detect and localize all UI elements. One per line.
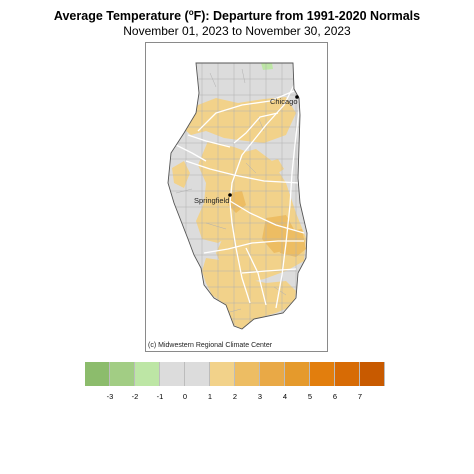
legend-tick-label: 3 (257, 392, 263, 401)
legend-swatch-10 (310, 362, 335, 386)
legend-swatch-11 (335, 362, 360, 386)
chicago-label: Chicago (270, 97, 298, 106)
degree-symbol: o (188, 8, 194, 17)
color-legend (85, 362, 390, 386)
legend-tick-label: 1 (207, 392, 213, 401)
legend-swatch-1 (85, 362, 110, 386)
cool-anomaly-region (261, 63, 273, 70)
chart-title: Average Temperature (oF): Departure from… (0, 8, 474, 23)
legend-swatch-7 (235, 362, 260, 386)
legend-swatch-8 (260, 362, 285, 386)
legend-tick-label: 4 (282, 392, 288, 401)
springfield-label: Springfield (194, 196, 229, 205)
legend-tick-label: 6 (332, 392, 338, 401)
title-suffix: F): Departure from 1991-2020 Normals (193, 9, 421, 24)
map-frame: Chicago Springfield (c) Midwestern Regio… (145, 42, 328, 352)
illinois-map: Chicago Springfield (167, 62, 308, 330)
legend-swatch-6 (210, 362, 235, 386)
legend-swatch-9 (285, 362, 310, 386)
springfield-marker (228, 193, 232, 197)
legend-swatch-5 (185, 362, 210, 386)
legend-tick-label: 2 (232, 392, 238, 401)
legend-tick-label: -2 (131, 392, 139, 401)
legend-tick-label: 0 (182, 392, 188, 401)
title-prefix: Average Temperature ( (53, 9, 189, 24)
interstate-highways (171, 84, 305, 309)
map-credit: (c) Midwestern Regional Climate Center (148, 342, 273, 349)
legend-tick-label: 7 (357, 392, 363, 401)
legend-swatch-12 (360, 362, 385, 386)
date-range-subtitle: November 01, 2023 to November 30, 2023 (123, 24, 351, 38)
legend-swatch-2 (110, 362, 135, 386)
legend-swatch-4 (160, 362, 185, 386)
legend-swatch-3 (135, 362, 160, 386)
legend-tick-label: -1 (156, 392, 164, 401)
legend-tick-label: -3 (106, 392, 114, 401)
county-boundaries (168, 63, 307, 329)
state-outline (167, 62, 308, 330)
legend-tick-label: 5 (307, 392, 313, 401)
chicago-marker (295, 95, 299, 99)
